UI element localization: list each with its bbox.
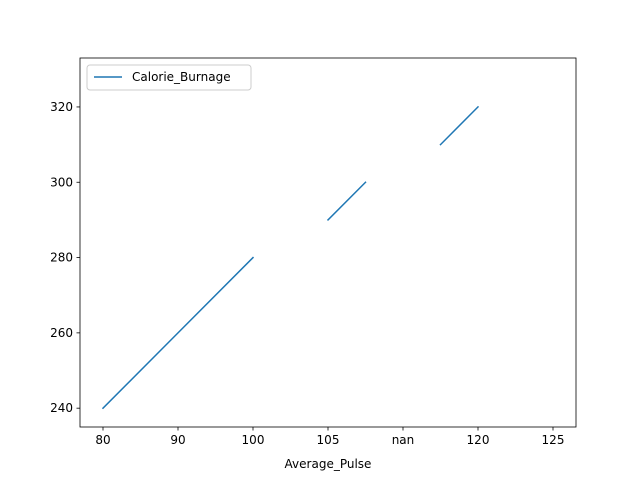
- legend-box: [86, 64, 252, 91]
- x-axis-ticks: 80 90 100 105 nan 120 125: [95, 427, 564, 447]
- y-axis-ticks: 240 260 280 300 320: [50, 100, 80, 415]
- x-tick-label: 100: [242, 433, 265, 447]
- x-tick-label: 105: [317, 433, 340, 447]
- plot-lines: [101, 105, 480, 410]
- series-line-segment: [326, 181, 367, 221]
- y-tick-label: 280: [50, 251, 73, 265]
- axes-frame: [79, 57, 577, 428]
- x-tick-label: 125: [542, 433, 565, 447]
- x-tick-label: 90: [170, 433, 185, 447]
- x-axis-label: Average_Pulse: [285, 457, 372, 471]
- y-tick-label: 260: [50, 326, 73, 340]
- series-line-segment: [101, 256, 255, 410]
- legend: Calorie_Burnage: [86, 64, 252, 91]
- y-tick-label: 320: [50, 100, 73, 114]
- x-tick-label: nan: [392, 433, 415, 447]
- x-tick-label: 80: [95, 433, 110, 447]
- y-tick-label: 240: [50, 401, 73, 415]
- x-tick-label: 120: [467, 433, 490, 447]
- series-line-segment: [439, 105, 480, 146]
- y-tick-label: 300: [50, 175, 73, 189]
- legend-label-calorie-burnage: Calorie_Burnage: [132, 70, 231, 84]
